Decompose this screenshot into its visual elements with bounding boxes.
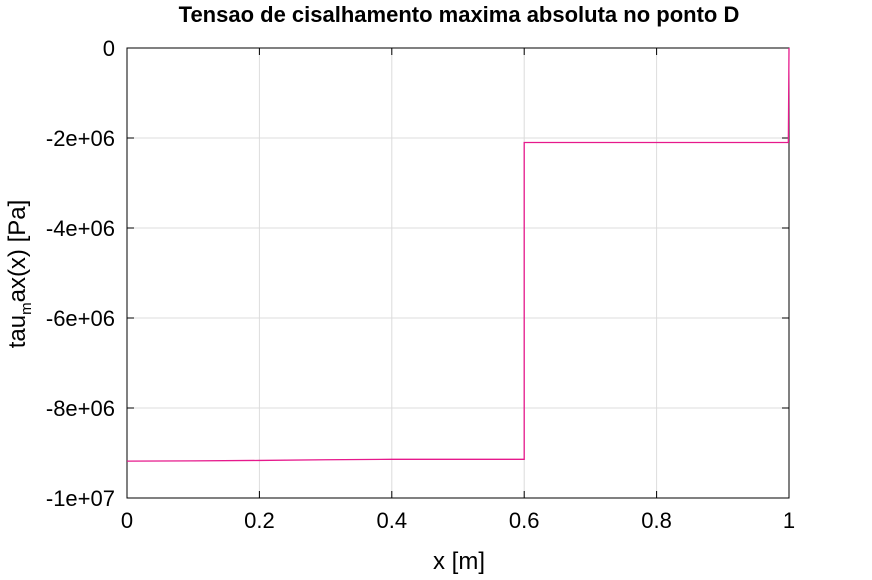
x-tick-label: 0 <box>121 508 133 533</box>
x-tick-label: 0.8 <box>641 508 672 533</box>
y-axis-label: taumax(x) [Pa] <box>4 200 35 349</box>
y-axis-label-subscript: m <box>18 302 35 315</box>
ticks: 0 0.2 0.4 0.6 0.8 1 0 -2e+06 -4e+06 -6e+06 -8e+06 -… <box>46 36 795 533</box>
y-tick-label: 0 <box>103 36 115 61</box>
chart-title: Tensao de cisalhamento maxima absoluta n… <box>179 2 740 27</box>
x-tick-label: 1 <box>783 508 795 533</box>
y-axis-label-prefix: tau <box>4 315 31 348</box>
y-tick-label: -2e+06 <box>46 126 115 151</box>
y-tick-label: -6e+06 <box>46 306 115 331</box>
series-line <box>126 47 790 462</box>
series <box>126 47 790 462</box>
x-tick-label: 0.2 <box>244 508 275 533</box>
x-axis-label: x [m] <box>433 548 485 575</box>
y-tick-label: -4e+06 <box>46 216 115 241</box>
y-tick-label: -1e+07 <box>46 486 115 511</box>
y-tick-label: -8e+06 <box>46 396 115 421</box>
x-tick-label: 0.6 <box>509 508 540 533</box>
plot-area <box>126 47 790 499</box>
y-axis-label-suffix: ax(x) [Pa] <box>4 200 31 303</box>
x-tick-label: 0.4 <box>377 508 408 533</box>
